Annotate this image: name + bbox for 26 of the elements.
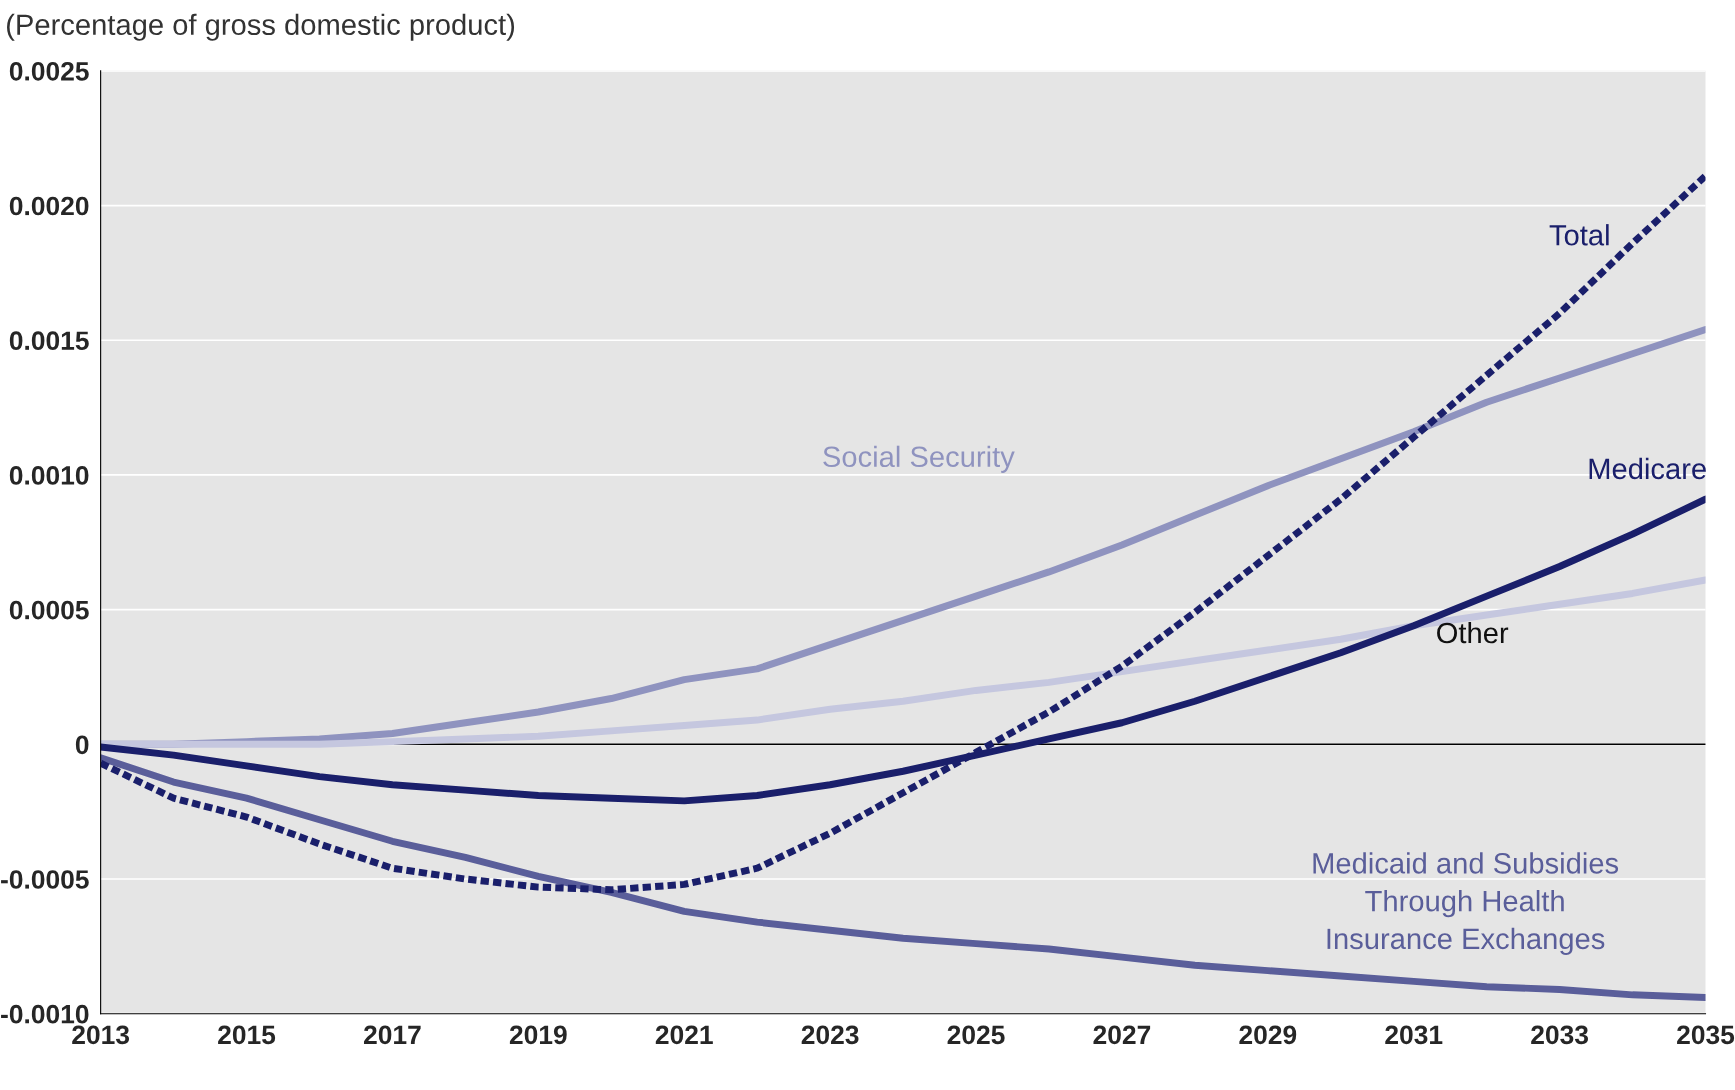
x-tick-label: 2021 [655, 1025, 713, 1045]
y-tick-label: -0.0005 [1, 870, 89, 889]
series-label: Medicaid and Subsidies Through Health Insurance Exchanges [1313, 852, 1619, 955]
y-tick-label: -0.0010 [1, 1004, 89, 1024]
x-tick-label: 2013 [72, 1025, 130, 1045]
x-tick-label: 2015 [218, 1025, 276, 1045]
series-label: Total [1549, 224, 1609, 246]
y-tick-label: 0.0020 [9, 196, 89, 216]
y-tick-label: 0.0010 [9, 466, 89, 485]
chart-title: (Percentage of gross domestic product) [7, 13, 515, 41]
y-tick-label: 0.0025 [9, 61, 89, 81]
x-tick-label: 2025 [947, 1025, 1005, 1045]
x-tick-label: 2027 [1093, 1025, 1151, 1045]
series-label: Other [1437, 621, 1509, 644]
x-tick-label: 2023 [801, 1025, 859, 1045]
x-tick-label: 2017 [363, 1025, 421, 1045]
y-tick-label: 0.0005 [9, 600, 89, 620]
x-tick-label: 2033 [1531, 1025, 1589, 1045]
x-tick-label: 2035 [1677, 1025, 1735, 1045]
text: Social Security [823, 445, 1015, 473]
x-tick-label: 2029 [1239, 1025, 1297, 1045]
y-tick-label: 0.0015 [9, 331, 89, 351]
y-tick-label: 0 [75, 735, 89, 755]
x-tick-label: 2031 [1385, 1025, 1443, 1045]
series-label: Medicare [1589, 457, 1706, 480]
x-tick-label: 2019 [509, 1025, 567, 1045]
